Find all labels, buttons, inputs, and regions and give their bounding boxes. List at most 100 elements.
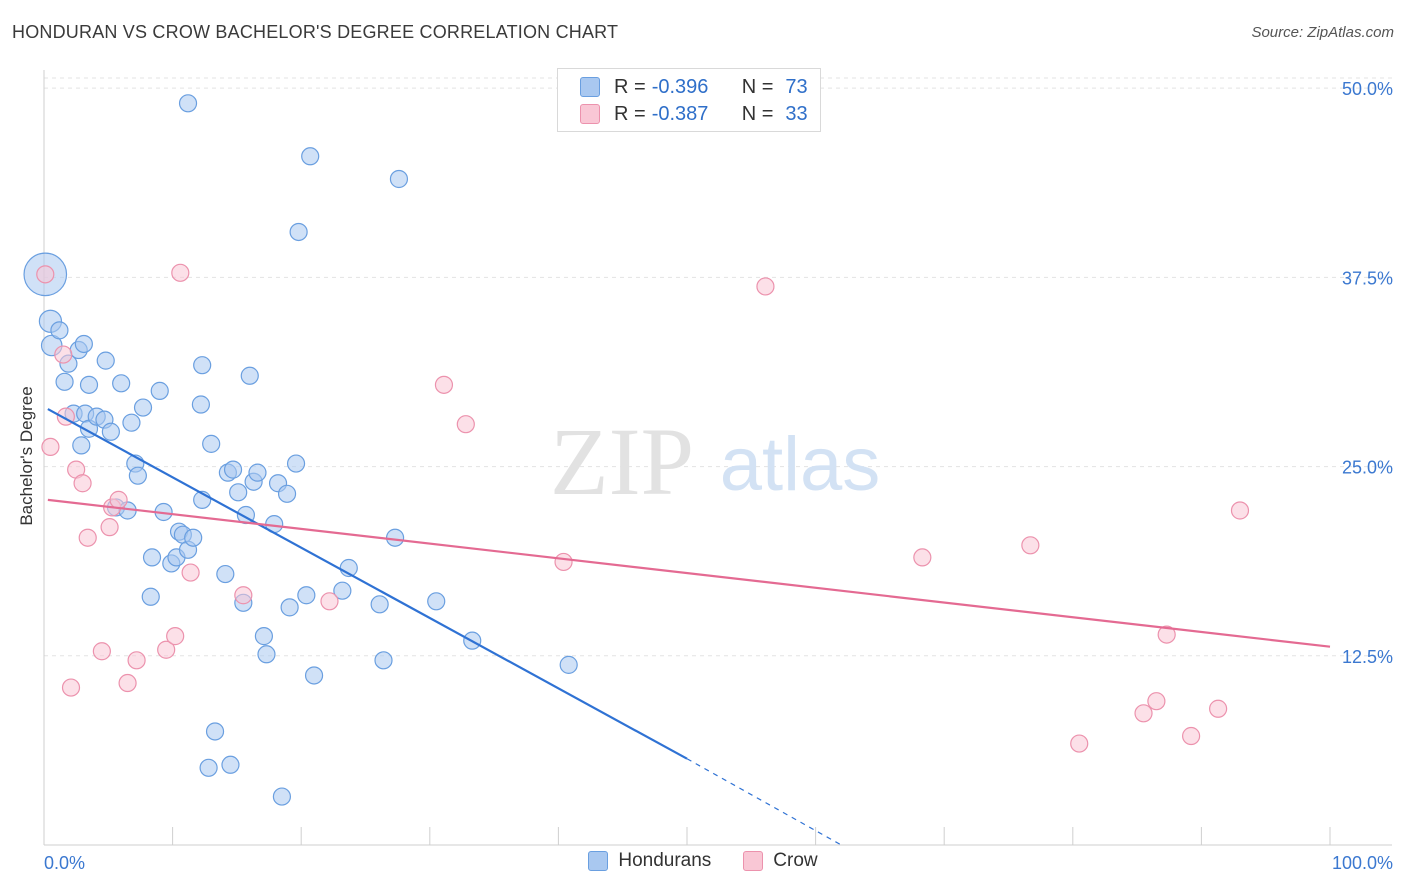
legend-r-label: R = [614,75,646,98]
point-hondurans [79,375,99,394]
watermark-atlas: atlas [720,422,881,507]
point-hondurans [142,548,162,567]
legend-n-label: N = [741,75,774,98]
point-hondurans [370,595,389,614]
series-label-crow: Crow [773,850,818,871]
chart-source: Source: ZipAtlas.com [1251,24,1394,41]
legend-n-value: 33 [785,102,808,125]
point-hondurans [112,374,131,393]
watermark-zip: ZIP [550,408,694,515]
point-hondurans [122,413,141,432]
point-crow [171,263,190,282]
x-tick-label-min: 0.0% [44,853,85,873]
point-hondurans [385,528,405,547]
point-crow [41,437,60,457]
point-crow [54,345,73,364]
series-legend-hondurans[interactable]: Hondurans [588,850,711,872]
point-hondurans [96,351,115,370]
point-hondurans [297,586,316,605]
point-crow [234,586,253,605]
legend-row-hondurans: R = -0.396 N = 73 [580,74,808,100]
point-hondurans [72,436,91,455]
series-legend: Hondurans Crow [0,850,1406,872]
point-hondurans [221,755,240,774]
point-hondurans [389,169,409,189]
point-crow [109,490,128,509]
point-hondurans [301,147,320,166]
point-crow [1182,726,1201,746]
y-axis-label: Bachelor's Degree [17,386,36,526]
legend-swatch-crow [580,104,600,124]
point-hondurans [229,483,248,502]
point-crow [913,548,932,567]
legend-r-value: -0.387 [651,102,709,125]
x-tick-label-max: 100.0% [1332,853,1393,873]
point-crow [1070,734,1089,753]
point-crow [1021,536,1040,555]
point-hondurans [286,454,306,473]
y-tick-label: 12.5% [1342,647,1393,667]
point-hondurans [216,564,235,584]
point-hondurans [55,372,74,391]
point-crow [36,265,55,284]
point-crow [92,642,111,661]
point-hondurans [141,587,160,606]
point-hondurans [184,528,203,547]
legend-swatch-hondurans [580,77,600,97]
point-hondurans [193,356,212,375]
trendline-hondurans-extrapolated [686,758,842,846]
point-hondurans [101,422,120,441]
gridlines [44,77,1392,657]
series-label-hondurans: Hondurans [618,850,712,871]
point-crow [166,627,185,646]
series-swatch-hondurans [588,851,609,871]
legend-n-value: 73 [785,75,808,98]
point-crow [434,375,454,394]
point-crow [73,474,92,493]
y-tick-label: 25.0% [1342,458,1393,478]
series-swatch-crow [743,851,764,871]
chart-title: HONDURAN VS CROW BACHELOR'S DEGREE CORRE… [12,22,619,42]
point-crow [320,592,339,611]
point-crow [1147,692,1166,711]
point-hondurans [257,645,276,664]
series-legend-crow[interactable]: Crow [743,850,818,872]
point-hondurans [304,666,324,685]
point-crow [554,552,573,572]
point-hondurans [248,463,267,482]
y-tick-label: 37.5% [1342,268,1393,288]
legend-r-value: -0.396 [651,75,709,98]
trendline-crow [47,498,1331,648]
point-crow [127,651,146,670]
point-hondurans [178,94,198,113]
point-crow [118,673,137,693]
point-hondurans [150,381,169,400]
point-hondurans [223,460,243,479]
point-hondurans [133,398,153,417]
point-crow [157,640,176,659]
legend-row-crow: R = -0.387 N = 33 [580,101,808,127]
point-crow [78,528,97,547]
legend-r-label: R = [614,102,646,125]
point-hondurans [240,366,259,385]
point-hondurans [50,321,69,340]
point-crow [100,518,119,537]
point-hondurans [254,627,274,646]
point-hondurans [128,466,147,485]
point-crow [1209,699,1228,718]
point-hondurans [277,484,297,503]
point-crow [1157,625,1176,644]
point-hondurans [202,434,221,453]
y-tick-label: 50.0% [1342,79,1393,99]
legend-n-label: N = [741,102,774,125]
point-hondurans [280,598,299,617]
point-hondurans [333,581,352,600]
point-hondurans [199,758,218,777]
point-hondurans [559,655,578,674]
point-hondurans [74,334,93,354]
trendline-hondurans [47,408,688,760]
point-hondurans [374,651,393,670]
point-hondurans [289,222,308,242]
axes [43,70,1392,846]
point-crow [756,277,775,296]
